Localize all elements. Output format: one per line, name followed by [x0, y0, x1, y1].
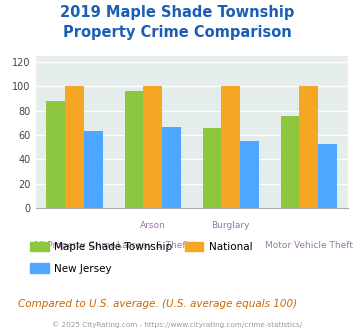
Bar: [47, 101, 65, 208]
Text: © 2025 CityRating.com - https://www.cityrating.com/crime-statistics/: © 2025 CityRating.com - https://www.city…: [53, 322, 302, 328]
Bar: [240, 141, 259, 208]
Bar: [300, 86, 318, 208]
Legend: New Jersey: New Jersey: [30, 263, 111, 274]
Bar: [84, 131, 103, 208]
Text: Compared to U.S. average. (U.S. average equals 100): Compared to U.S. average. (U.S. average …: [18, 299, 297, 309]
Text: Burglary: Burglary: [212, 221, 250, 230]
Bar: [143, 86, 162, 208]
Bar: [162, 126, 181, 208]
Bar: [203, 128, 222, 208]
Text: All Property Crime: All Property Crime: [33, 241, 116, 250]
Bar: [281, 115, 300, 208]
Legend: Maple Shade Township, National: Maple Shade Township, National: [30, 242, 252, 252]
Bar: [65, 86, 84, 208]
Text: Motor Vehicle Theft: Motor Vehicle Theft: [265, 241, 353, 250]
Text: 2019 Maple Shade Township
Property Crime Comparison: 2019 Maple Shade Township Property Crime…: [60, 5, 295, 40]
Bar: [318, 144, 337, 208]
Bar: [222, 86, 240, 208]
Text: Arson: Arson: [140, 221, 165, 230]
Text: Larceny & Theft: Larceny & Theft: [116, 241, 189, 250]
Bar: [125, 91, 143, 208]
